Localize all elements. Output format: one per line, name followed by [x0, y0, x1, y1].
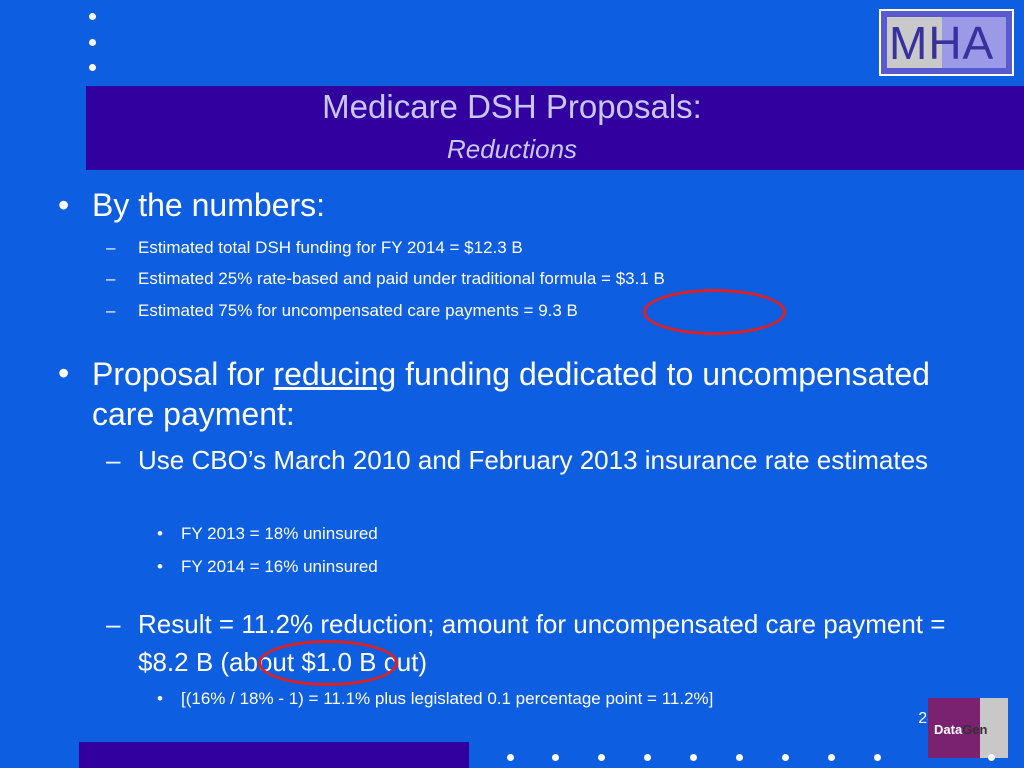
decorative-dot [89, 13, 96, 20]
logo-accent [887, 17, 942, 68]
decorative-dot [828, 754, 835, 761]
highlight-circle [258, 640, 398, 686]
sub-bullet-text: Estimated total DSH funding for FY 2014 … [138, 238, 523, 257]
decorative-dot [598, 754, 605, 761]
footer-band [79, 742, 469, 768]
dash-marker: – [106, 609, 121, 639]
sub-bullet-text: Estimated 75% for uncompensated care pay… [138, 301, 578, 320]
tertiary-bullet-text: FY 2013 = 18% uninsured [181, 524, 378, 543]
heading-underlined: reducing [273, 356, 397, 392]
dash-marker: – [106, 301, 116, 320]
slide-subtitle: Reductions [446, 134, 578, 164]
bullet-marker: • [58, 187, 70, 223]
dash-marker: – [106, 445, 121, 475]
sub-bullet: – Use CBO’s March 2010 and February 2013… [106, 441, 928, 479]
datagen-logo: DataGen [928, 698, 1008, 758]
sub-bullet-text: Use CBO’s March 2010 and February 2013 i… [138, 445, 929, 475]
tertiary-bullet: • [(16% / 18% - 1) = 11.1% plus legislat… [157, 688, 713, 710]
bullet-marker: • [157, 557, 163, 576]
logo-text: MHA [889, 17, 995, 69]
mha-logo: MHA [879, 9, 1014, 76]
logo-accent [928, 698, 980, 758]
title-band [86, 86, 1024, 170]
bullet-marker: • [157, 524, 163, 543]
heading-prefix: Proposal for [92, 356, 274, 392]
decorative-dot [552, 754, 559, 761]
decorative-dot [988, 754, 995, 761]
decorative-dot [782, 754, 789, 761]
bullet-heading: By the numbers: [92, 187, 325, 223]
decorative-dot [507, 754, 514, 761]
dash-marker: – [106, 238, 116, 257]
decorative-dot [874, 754, 881, 761]
decorative-dot [89, 39, 96, 46]
heading-suffix: funding dedicated to uncompensated care … [92, 356, 930, 432]
sub-bullet: – Estimated 75% for uncompensated care p… [106, 300, 578, 322]
highlight-circle [643, 289, 786, 335]
bullet-heading: Proposal for reducing funding dedicated … [92, 354, 992, 434]
decorative-dot [89, 64, 96, 71]
logo-text-part: Data [934, 722, 963, 737]
bullet-marker: • [157, 689, 163, 708]
sub-bullet: – Result = 11.2% reduction; amount for u… [106, 605, 945, 677]
sub-bullet: – Estimated total DSH funding for FY 201… [106, 237, 523, 259]
bullet-proposal: • Proposal for reducing funding dedicate… [58, 354, 930, 432]
sub-bullet-text: Estimated 25% rate-based and paid under … [138, 269, 665, 288]
tertiary-bullet-text: [(16% / 18% - 1) = 11.1% plus legislated… [181, 689, 714, 708]
logo-text: DataGen [934, 722, 987, 737]
slide-title: Medicare DSH Proposals: [322, 88, 702, 125]
dash-marker: – [106, 269, 116, 288]
decorative-dot [690, 754, 697, 761]
decorative-dot [644, 754, 651, 761]
sub-bullet: – Estimated 25% rate-based and paid unde… [106, 268, 665, 290]
bullet-marker: • [58, 355, 70, 391]
logo-text-part: Gen [962, 722, 988, 737]
tertiary-bullet-text: FY 2014 = 16% uninsured [181, 557, 378, 576]
tertiary-bullet: • FY 2014 = 16% uninsured [157, 556, 378, 578]
bullet-by-the-numbers: • By the numbers: [58, 186, 325, 224]
tertiary-bullet: • FY 2013 = 18% uninsured [157, 523, 378, 545]
decorative-dot [736, 754, 743, 761]
